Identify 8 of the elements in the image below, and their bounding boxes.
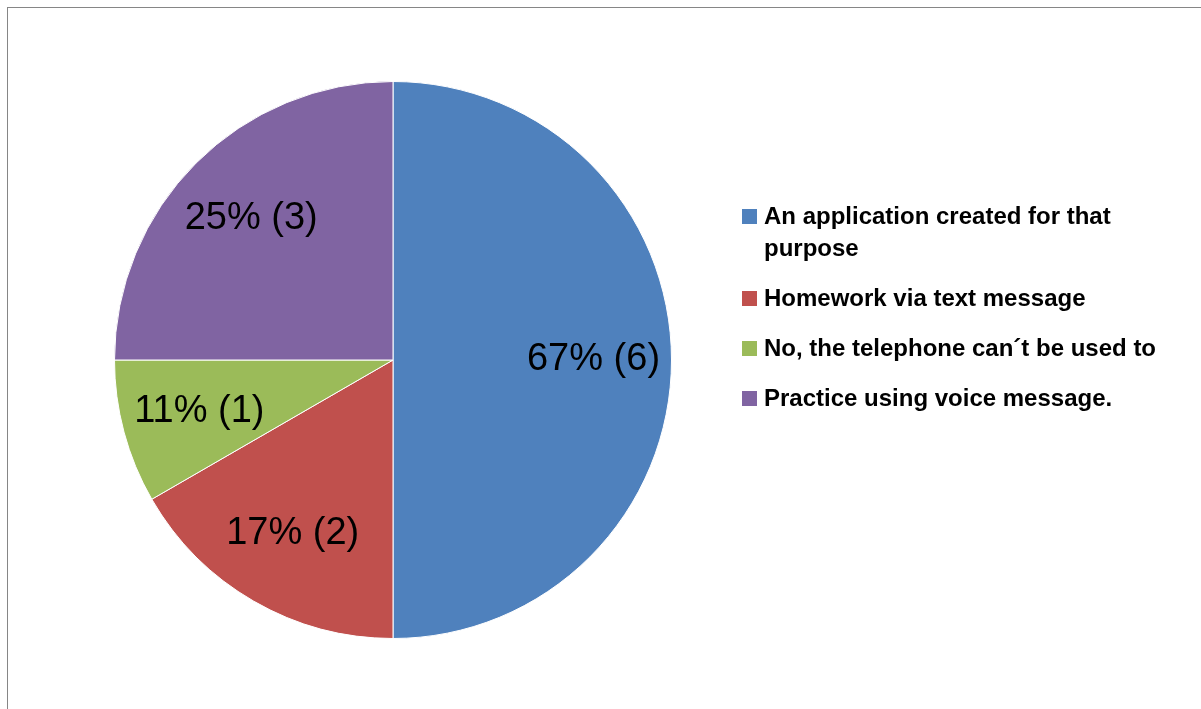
data-label: 25% (3)	[184, 194, 318, 237]
legend-label: No, the telephone can´t be used to	[764, 333, 1157, 363]
data-label: 67% (6)	[526, 336, 661, 379]
legend-label: Homework via text message	[764, 283, 1086, 313]
legend-label: An application created for that purpose	[764, 201, 1112, 263]
data-label: 17% (2)	[226, 510, 360, 553]
legend-label: Practice using voice message.	[764, 383, 1113, 413]
data-label: 11% (1)	[134, 388, 265, 431]
